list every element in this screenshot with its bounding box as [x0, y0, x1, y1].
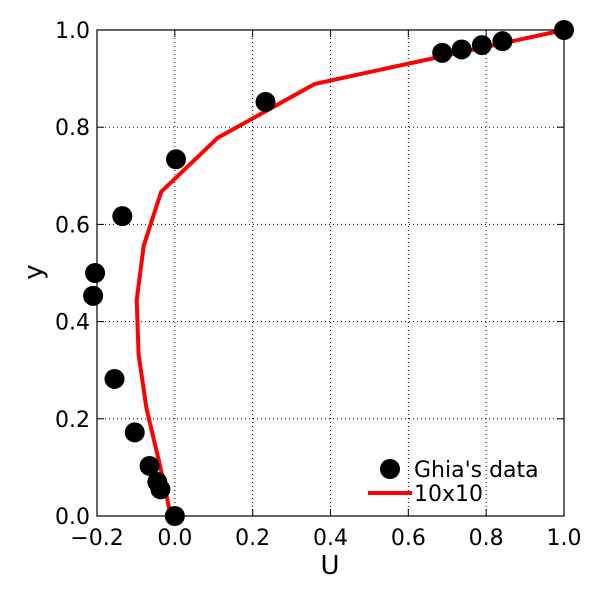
x-axis-label: U [320, 551, 339, 581]
x-tick-label: 0.4 [313, 526, 348, 551]
x-tick-labels: −0.2 0.0 0.2 0.4 0.6 0.8 1.0 [70, 526, 581, 551]
y-tick-labels: 0.0 0.2 0.4 0.6 0.8 1.0 [55, 19, 90, 530]
legend-label-ghia-data: Ghia's data [414, 458, 539, 483]
y-tick-label: 0.4 [55, 311, 90, 336]
x-tick-label: 1.0 [547, 526, 582, 551]
data-point [85, 263, 106, 283]
data-point [147, 471, 168, 492]
axis-ticks [96, 29, 565, 517]
y-axis-label: y [19, 264, 49, 279]
y-tick-label: 1.0 [55, 19, 90, 44]
y-tick-label: 0.2 [55, 408, 90, 433]
data-point [492, 31, 513, 52]
data-point [451, 39, 472, 60]
x-tick-label: 0.2 [235, 526, 270, 551]
data-point [112, 206, 133, 227]
data-point [83, 285, 104, 306]
data-point [139, 455, 160, 476]
x-tick-label: 0.8 [469, 526, 504, 551]
plot-background [97, 30, 564, 516]
data-point [166, 149, 187, 170]
data-point [255, 91, 276, 112]
data-point [432, 42, 453, 63]
legend-label-10x10: 10x10 [414, 482, 483, 507]
legend: Ghia's data 10x10 [368, 458, 539, 507]
x-tick-label: 0.6 [391, 526, 426, 551]
series-ghia-data [83, 20, 574, 526]
y-tick-label: 0.0 [55, 505, 90, 530]
data-point [104, 368, 125, 389]
x-tick-label: −0.2 [70, 526, 123, 551]
y-tick-label: 0.6 [55, 213, 90, 238]
data-point [124, 422, 145, 443]
x-tick-label: 0.0 [157, 526, 192, 551]
y-tick-label: 0.8 [55, 116, 90, 141]
legend-marker-ghia-data [380, 459, 400, 479]
data-point [471, 35, 492, 56]
